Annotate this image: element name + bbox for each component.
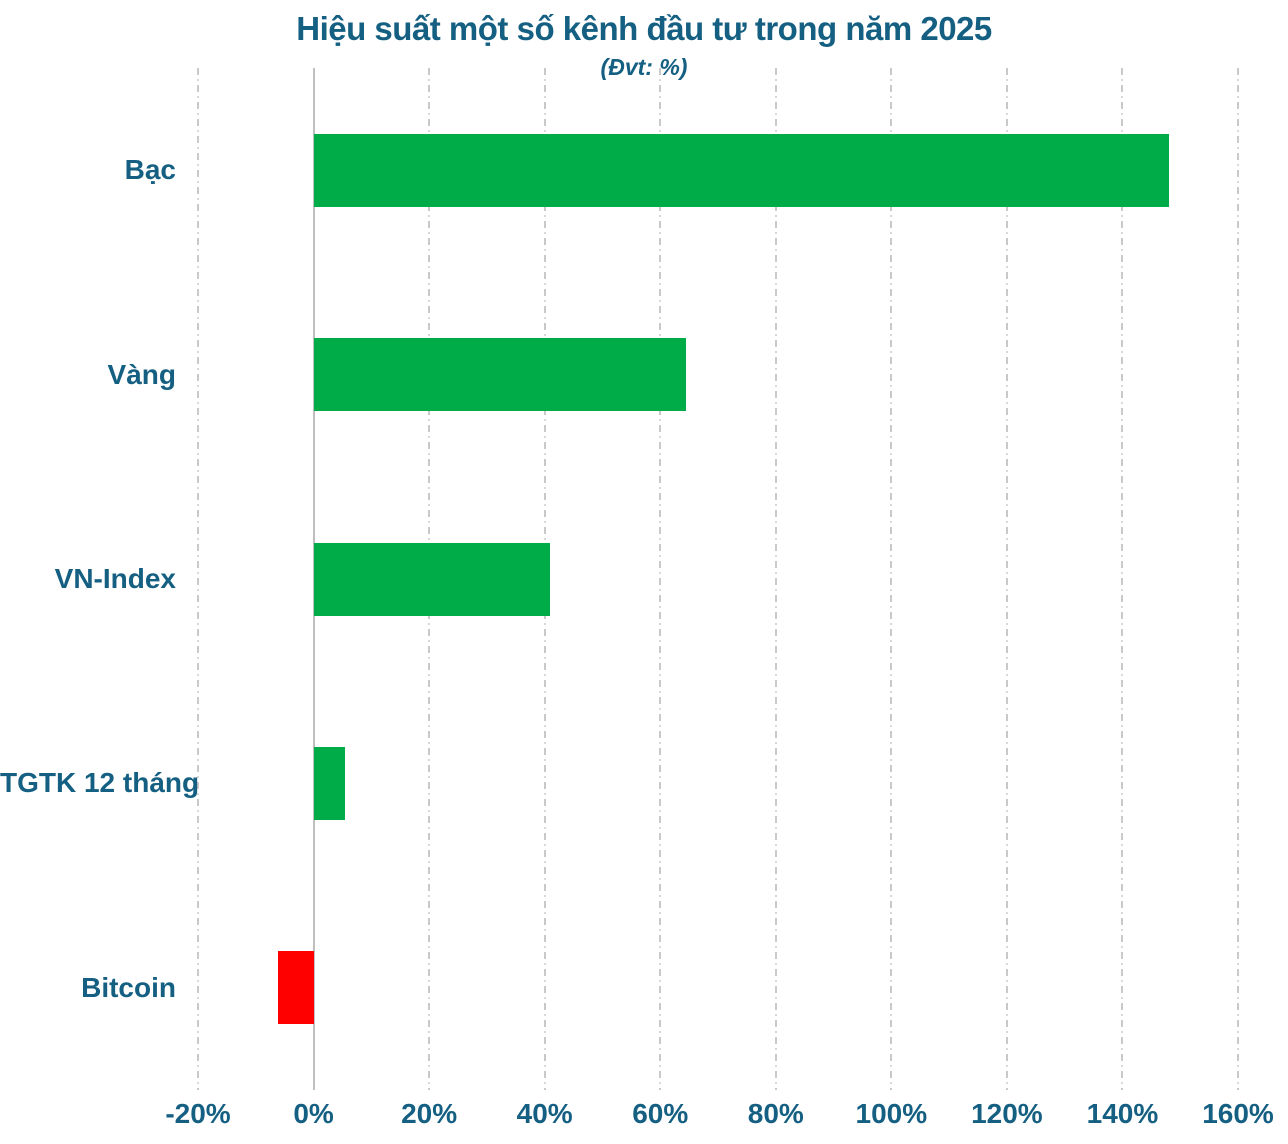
category-label: Vàng <box>107 358 176 390</box>
x-tick-label: 140% <box>1086 1098 1159 1129</box>
x-tick-label: 120% <box>971 1098 1043 1129</box>
bar-bitcoin <box>277 951 314 1025</box>
x-tick-label: 100% <box>855 1098 928 1129</box>
gridline <box>1121 68 1124 1090</box>
category-axis: Bạc Vàng VN-Index TGTK 12 tháng Bitcoin <box>0 68 200 1090</box>
value-axis: -20% 0% 20% 40% 60% 80% 100% 120% 140% 160% <box>165 1098 1274 1138</box>
gridline <box>1005 68 1008 1090</box>
x-tick-label: 80% <box>747 1098 804 1129</box>
gridline <box>1237 68 1239 1090</box>
gridline <box>197 68 199 1090</box>
x-tick-label: 160% <box>1202 1098 1274 1129</box>
gridline <box>890 68 893 1090</box>
chart-title: Hiệu suất một số kênh đầu tư trong năm 2… <box>296 10 992 47</box>
category-label: Bạc <box>124 154 176 186</box>
category-label: TGTK 12 tháng <box>0 767 200 799</box>
bar-vn-index <box>313 542 551 616</box>
gridline <box>774 68 777 1090</box>
bar-tgtk-12-thang <box>313 746 346 820</box>
x-tick-label: 40% <box>516 1098 573 1129</box>
chart-subtitle: (Đvt: %) <box>600 54 688 80</box>
category-label: VN-Index <box>54 563 176 594</box>
x-tick-label: -20% <box>165 1098 231 1129</box>
bar-vang <box>313 338 687 412</box>
category-label: Bitcoin <box>81 971 176 1003</box>
gridline <box>659 68 662 1090</box>
x-tick-label: 60% <box>632 1098 689 1129</box>
plot-area <box>197 68 1239 1090</box>
x-tick-label: 0% <box>293 1098 334 1129</box>
bar-bac <box>313 133 1169 207</box>
x-tick-label: 20% <box>401 1098 458 1129</box>
